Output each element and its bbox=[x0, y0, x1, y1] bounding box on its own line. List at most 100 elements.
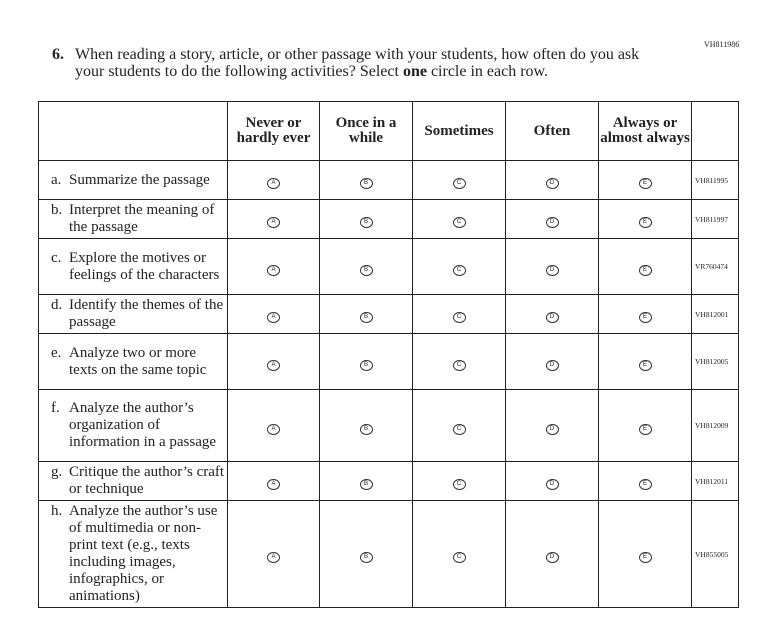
option-cell: E bbox=[598, 389, 692, 462]
item-row: b. Interpret the meaning of the passage A B… bbox=[38, 199, 739, 239]
item-code: VR760474 bbox=[691, 238, 739, 295]
option-cell: B bbox=[319, 160, 413, 200]
response-bubble[interactable]: E bbox=[638, 423, 652, 435]
response-bubble[interactable]: E bbox=[638, 217, 652, 228]
option-cell: C bbox=[412, 160, 506, 200]
item-label: b. Interpret the meaning of the passage bbox=[38, 199, 228, 239]
response-bubble[interactable]: A bbox=[267, 479, 280, 490]
option-cell: E bbox=[598, 461, 692, 501]
response-bubble[interactable]: B bbox=[359, 479, 373, 490]
response-bubble[interactable]: C bbox=[452, 552, 466, 563]
response-table: Never or hardly ever Once in a while Somet… bbox=[38, 101, 739, 608]
response-bubble[interactable]: B bbox=[359, 264, 373, 276]
option-cell: C bbox=[412, 199, 506, 239]
option-cell: C bbox=[412, 333, 506, 390]
response-bubble[interactable]: D bbox=[545, 178, 559, 189]
item-label: g. Critique the author’s craft or techniq… bbox=[38, 461, 228, 501]
column-header: Sometimes bbox=[412, 101, 506, 161]
response-bubble[interactable]: A bbox=[267, 552, 280, 563]
option-cell: B bbox=[319, 500, 413, 608]
item-letter: d. bbox=[51, 297, 63, 313]
response-bubble[interactable]: D bbox=[545, 423, 559, 435]
item-text: Analyze the author’s use of multimedia o… bbox=[69, 503, 218, 604]
response-bubble[interactable]: B bbox=[359, 178, 373, 189]
response-bubble[interactable]: C bbox=[452, 423, 466, 435]
option-cell: A bbox=[227, 238, 320, 295]
response-bubble[interactable]: D bbox=[545, 552, 559, 563]
header-cell bbox=[38, 101, 228, 161]
response-bubble[interactable]: D bbox=[545, 264, 559, 276]
response-bubble[interactable]: E bbox=[638, 178, 652, 189]
question: 6. When reading a story, article, or oth… bbox=[52, 46, 652, 80]
response-bubble[interactable]: B bbox=[359, 423, 373, 435]
item-label: c. Explore the motives or feelings of the… bbox=[38, 238, 228, 295]
option-cell: B bbox=[319, 461, 413, 501]
option-cell: D bbox=[505, 238, 599, 295]
response-bubble[interactable]: D bbox=[545, 359, 559, 371]
response-bubble[interactable]: B bbox=[359, 359, 373, 371]
option-cell: B bbox=[319, 389, 413, 462]
item-letter: f. bbox=[51, 400, 60, 416]
response-bubble[interactable]: E bbox=[638, 312, 652, 323]
response-bubble[interactable]: A bbox=[267, 359, 280, 371]
option-cell: E bbox=[598, 333, 692, 390]
response-bubble[interactable]: C bbox=[452, 479, 466, 490]
option-cell: E bbox=[598, 294, 692, 334]
option-cell: A bbox=[227, 333, 320, 390]
option-cell: B bbox=[319, 238, 413, 295]
item-row: c. Explore the motives or feelings of the… bbox=[38, 238, 739, 295]
option-cell: B bbox=[319, 333, 413, 390]
item-text: Analyze two or more texts on the same to… bbox=[69, 344, 207, 378]
option-cell: D bbox=[505, 294, 599, 334]
option-cell: E bbox=[598, 238, 692, 295]
response-bubble[interactable]: A bbox=[267, 312, 280, 323]
option-cell: C bbox=[412, 238, 506, 295]
response-bubble[interactable]: B bbox=[359, 552, 373, 563]
response-bubble[interactable]: B bbox=[359, 217, 373, 228]
item-letter: h. bbox=[51, 503, 63, 519]
response-bubble[interactable]: A bbox=[267, 264, 280, 276]
response-bubble[interactable]: A bbox=[267, 217, 280, 228]
question-text-part: circle in each row. bbox=[426, 63, 549, 80]
item-letter: b. bbox=[51, 202, 63, 218]
item-letter: e. bbox=[51, 344, 62, 361]
response-bubble[interactable]: A bbox=[267, 178, 280, 189]
item-row: a. Summarize the passage A B C D E VH811995 bbox=[38, 160, 739, 200]
header-cell bbox=[691, 101, 739, 161]
response-bubble[interactable]: E bbox=[638, 552, 652, 563]
response-bubble[interactable]: E bbox=[638, 359, 652, 371]
option-cell: A bbox=[227, 500, 320, 608]
response-bubble[interactable]: B bbox=[359, 312, 373, 323]
question-number: 6. bbox=[52, 46, 64, 63]
response-bubble[interactable]: E bbox=[638, 264, 652, 276]
response-bubble[interactable]: D bbox=[545, 312, 559, 323]
option-cell: E bbox=[598, 500, 692, 608]
item-code: VH812001 bbox=[691, 294, 739, 334]
header-row: Never or hardly ever Once in a while Somet… bbox=[38, 101, 739, 161]
item-row: g. Critique the author’s craft or techniq… bbox=[38, 461, 739, 501]
item-label: f. Analyze the author’s organization of i… bbox=[38, 389, 228, 462]
option-cell: A bbox=[227, 389, 320, 462]
response-bubble[interactable]: D bbox=[545, 479, 559, 490]
option-cell: D bbox=[505, 160, 599, 200]
item-text: Explore the motives or feelings of the c… bbox=[69, 249, 220, 283]
response-bubble[interactable]: C bbox=[452, 312, 466, 323]
response-bubble[interactable]: C bbox=[452, 359, 466, 371]
response-bubble[interactable]: C bbox=[452, 217, 466, 228]
option-cell: E bbox=[598, 199, 692, 239]
item-row: e. Analyze two or more texts on the same … bbox=[38, 333, 739, 390]
item-row: d. Identify the themes of the passage A B C D… bbox=[38, 294, 739, 334]
option-cell: D bbox=[505, 500, 599, 608]
response-bubble[interactable]: C bbox=[452, 264, 466, 276]
response-bubble[interactable]: C bbox=[452, 178, 466, 189]
item-code: VH812005 bbox=[691, 333, 739, 390]
item-text: Analyze the author’s organization of inf… bbox=[69, 400, 217, 450]
column-header: Always or almost always bbox=[598, 101, 692, 161]
response-bubble[interactable]: A bbox=[267, 423, 280, 435]
response-bubble[interactable]: D bbox=[545, 217, 559, 228]
item-letter: c. bbox=[51, 249, 62, 266]
option-cell: D bbox=[505, 333, 599, 390]
item-letter: g. bbox=[51, 464, 63, 480]
response-bubble[interactable]: E bbox=[638, 479, 652, 490]
item-row: f. Analyze the author’s organization of i… bbox=[38, 389, 739, 462]
